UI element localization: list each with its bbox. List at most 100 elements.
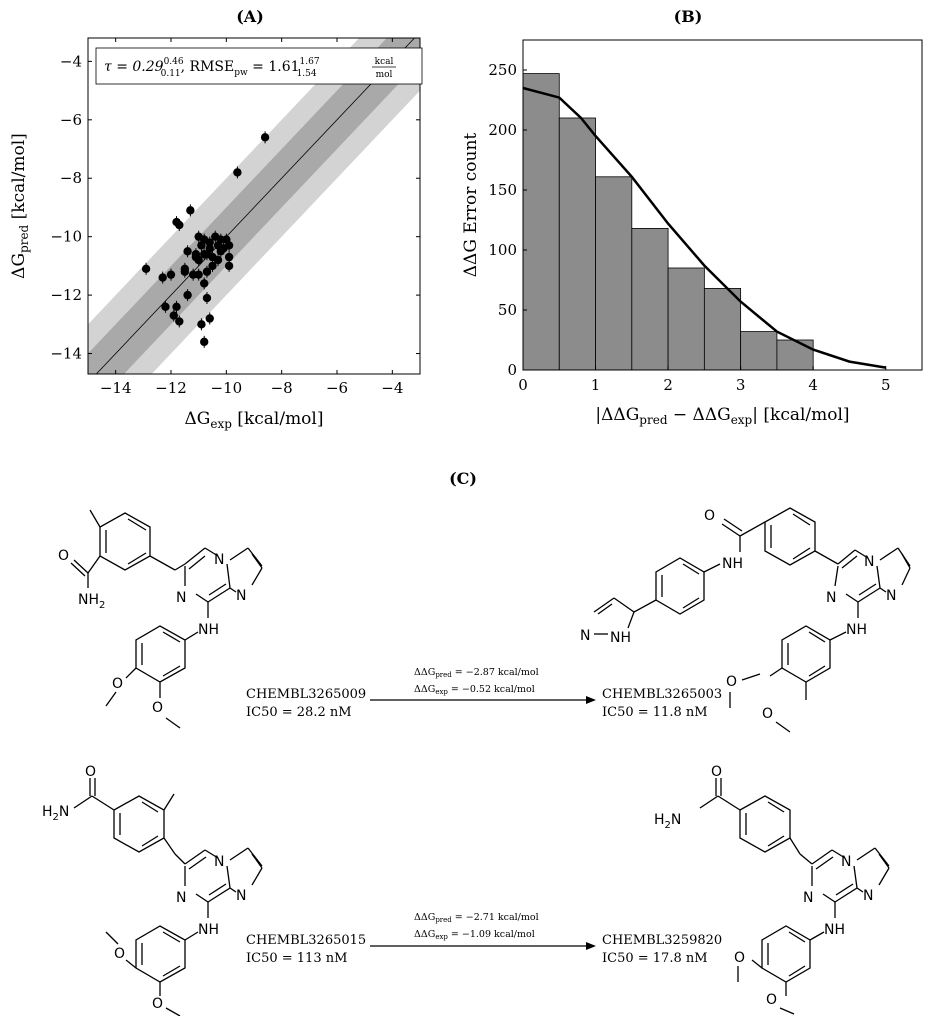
x-tick-label: −14 [100,379,132,397]
molecule-chembl3259820: O H2N N N N NH O O [654,764,890,1015]
histogram-bar [631,227,669,371]
atom-h2n: H2N [654,812,681,831]
data-point [208,261,217,271]
data-point [213,255,223,265]
transformation-1: CHEMBL3265009 IC50 = 28.2 nM ΔΔGpred = −… [246,667,722,720]
x-axis-label: |ΔΔGpred − ΔΔGexp| [kcal/mol] [595,405,849,427]
x-axis-label: ΔGexp [kcal/mol] [184,409,323,431]
atom-nh: NH [610,630,631,646]
data-point [188,270,198,279]
transformation-2: CHEMBL3265015 IC50 = 113 nM ΔΔGpred = −2… [246,912,722,966]
panel-a-label: (A) [236,7,264,26]
data-point [183,247,192,256]
ddg-pred-1: ΔΔGpred = −2.87 kcal/mol [414,667,539,679]
data-point [172,217,181,227]
data-point [224,261,234,271]
histogram-bar [740,331,778,371]
scatter-plot-panel-a: (A) −14 −12 −10 −8 −6 −4 −14 −12 −10 −8 −6 −4 ΔGexp … [9,7,423,431]
atom-n: N [214,552,224,568]
atom-n: N [826,590,836,606]
data-point [186,206,195,215]
molecules-panel-c: (C) O NH2 N N N NH [42,469,911,1016]
data-point [200,337,209,347]
atom-o: O [734,950,745,966]
atom-o: O [152,996,163,1012]
data-point [224,252,234,262]
atom-o: O [704,508,715,524]
data-point [169,311,178,320]
atom-o: O [114,946,125,962]
data-point [191,252,201,262]
y-tick-label: −6 [60,111,82,129]
atom-o: O [711,764,722,780]
y-tick-label: −12 [50,286,82,304]
atom-o: O [152,700,163,716]
axes-frame [87,37,421,375]
x-tick-label: −8 [271,379,293,397]
data-point [260,133,270,142]
histogram-bar [558,117,596,371]
panel-b-label: (B) [674,7,703,26]
data-point [205,238,214,247]
y-axis-label: ΔGpred [kcal/mol] [9,133,31,279]
atom-n: N [841,854,851,870]
data-point [172,302,181,311]
atom-nh: NH [846,622,867,638]
ic50-right-2: IC50 = 17.8 nM [602,951,708,966]
stats-box [95,47,423,85]
compound-id-right-2: CHEMBL3259820 [602,933,722,948]
data-point [205,314,214,323]
histogram-bar [703,287,742,371]
atom-o: O [762,706,773,722]
data-point [202,293,212,303]
atom-n: N [214,854,224,870]
histogram-bar [776,339,814,371]
panel-c-label: (C) [449,469,477,488]
stats-annotation: τ = 0.290.46 0.11, RMSEpw = 1.611.67 1.54 [104,57,320,79]
x-tick-label: −12 [155,379,187,397]
histogram-bar [667,267,705,371]
data-point [197,320,206,329]
histogram-bar [522,73,560,371]
x-tick-label: 1 [591,376,601,394]
data-point [180,264,190,274]
unit-denominator: mol [376,70,393,80]
data-point [200,250,209,259]
data-point [233,168,242,177]
molecule-chembl3265009: O NH2 N N N NH O O [58,509,263,729]
y-tick-label: 100 [488,241,517,259]
ddg-pred-2: ΔΔGpred = −2.71 kcal/mol [414,912,539,924]
atom-n: N [236,588,246,604]
atom-n: N [886,588,896,604]
ddg-exp-2: ΔΔGexp = −1.09 kcal/mol [414,929,535,941]
band-1-kcal [88,38,420,374]
density-curve [522,86,886,369]
atom-n: N [863,888,873,904]
axes-frame [522,39,923,371]
atom-n: N [580,628,590,644]
y-tick-label: 50 [498,301,517,319]
atom-o: O [58,548,69,564]
x-tick-label: −4 [381,379,403,397]
unit-numerator: kcal [375,57,394,67]
atom-n: N [864,554,874,570]
atom-o: O [766,992,777,1008]
x-tick-label: 4 [808,376,818,394]
atom-nh: NH [722,556,743,572]
y-tick-label: −4 [60,52,82,70]
x-tick-label: 0 [518,376,528,394]
atom-o: O [726,674,737,690]
atom-o: O [112,676,123,692]
data-point [183,290,192,300]
data-point [175,317,184,326]
atom-n: N [176,890,186,906]
data-point [166,270,176,279]
data-point [200,279,209,288]
y-tick-label: 0 [507,361,517,379]
data-point [158,273,167,282]
data-point [161,302,170,311]
ic50-right-1: IC50 = 11.8 nM [602,705,708,720]
data-point [224,241,234,250]
compound-id-right-1: CHEMBL3265003 [602,687,722,702]
atom-nh: NH [198,622,219,638]
